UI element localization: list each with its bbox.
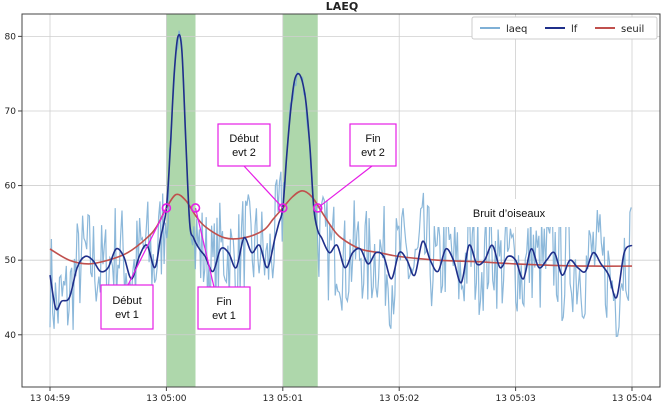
- annotation-box-1: [100, 284, 154, 330]
- annotation-layer: Début evt 1 Fin evt 1 Début evt 2 Fin evt 2 Brui…: [100, 123, 581, 330]
- legend-label-seuil: seuil: [621, 24, 644, 35]
- y-tick-label-3: 70: [5, 107, 17, 117]
- x-tick-label-2: 13 05:01: [263, 394, 303, 404]
- annotation-box-5: [437, 199, 581, 227]
- x-tick-label-4: 13 05:03: [495, 394, 535, 404]
- event-marker-2: [190, 203, 201, 213]
- annotation-arrow-2: [194, 207, 215, 288]
- annotation-arrow-4: [317, 165, 373, 209]
- annotation-text-2: Fin evt 1: [212, 296, 236, 322]
- legend-label-lf: lf: [571, 24, 578, 35]
- event-marker-3: [277, 203, 288, 213]
- series-lf-line: [49, 33, 633, 311]
- y-tick-label-2: 60: [5, 182, 17, 192]
- plot-frame: [21, 13, 661, 388]
- x-tick-label-0: 13 04:59: [30, 394, 71, 404]
- series-seuil-line: [49, 189, 633, 267]
- annotation-box-4: [349, 123, 397, 167]
- x-tick-label-1: 13 05:00: [146, 394, 187, 404]
- y-tick-label-4: 80: [5, 32, 17, 42]
- annotation-text-3: Début evt 2: [229, 133, 258, 159]
- annotation-box-3: [217, 123, 271, 167]
- legend: laeq lf seuil: [471, 16, 658, 40]
- annotation-text-4: Fin evt 2: [361, 133, 385, 159]
- y-tick-label-0: 40: [5, 331, 17, 341]
- x-tick-label-3: 13 05:02: [379, 394, 419, 404]
- y-tick-label-1: 50: [5, 256, 17, 266]
- annotation-box-2: [197, 286, 251, 330]
- x-tick-label-5: 13 05:04: [612, 394, 653, 404]
- tick-layer: 13 04:59 13 05:00 13 05:01 13 05:02 13 05:03…: [5, 32, 653, 404]
- annotation-arrow-3: [243, 165, 284, 209]
- annotation-arrow-1: [127, 207, 167, 286]
- legend-label-laeq: laeq: [506, 24, 527, 35]
- event-marker-4: [312, 203, 323, 213]
- series-layer: [49, 30, 633, 338]
- annotation-text-1: Début evt 1: [112, 295, 141, 321]
- annotation-text-5: Bruit d’oiseaux: [473, 208, 546, 220]
- chart-title: LAEQ: [326, 0, 358, 13]
- event-marker-1: [161, 203, 172, 213]
